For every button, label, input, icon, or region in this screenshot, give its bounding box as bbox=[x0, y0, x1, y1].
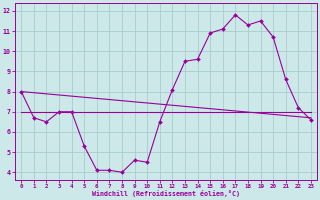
X-axis label: Windchill (Refroidissement éolien,°C): Windchill (Refroidissement éolien,°C) bbox=[92, 190, 240, 197]
